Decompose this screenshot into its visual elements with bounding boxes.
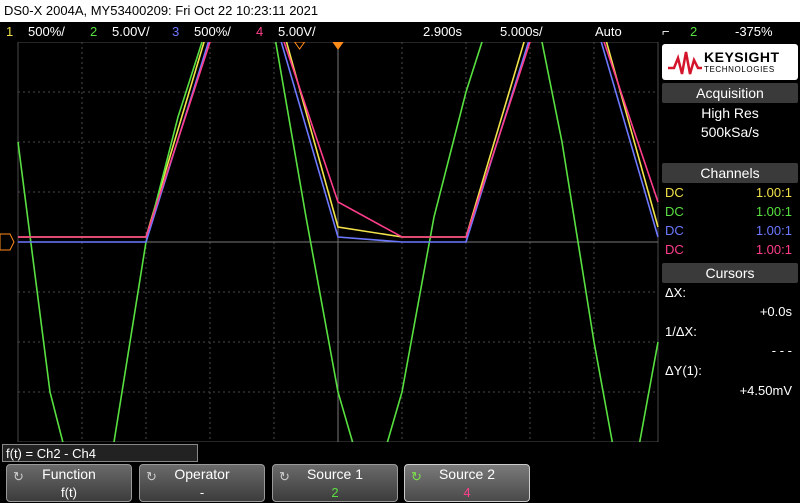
ch3-number[interactable]: 3 (172, 24, 180, 39)
channel-row-3[interactable]: DC 1.00:1 (662, 221, 798, 241)
ch4-scale[interactable]: 5.00V/ (278, 24, 316, 39)
ch3-coupling: DC (665, 223, 684, 238)
ch4-coupling: DC (665, 242, 684, 257)
rotate-icon: ↻ (279, 469, 290, 484)
acquisition-header[interactable]: Acquisition (662, 83, 798, 103)
acquisition-mode: High Res (701, 105, 759, 121)
function-label: f(t) = Ch2 - Ch4 (2, 444, 198, 462)
keysight-wave-icon (668, 51, 702, 75)
waveform-display[interactable] (0, 0, 660, 503)
softkey-bar: ↻ Function f(t) ↻ Operator - ↻ Source 1 … (0, 463, 800, 503)
markers (0, 41, 344, 251)
source1-softkey[interactable]: ↻ Source 1 2 (272, 464, 398, 502)
softkey-value: - (199, 485, 205, 500)
function-bar: f(t) = Ch2 - Ch4 (0, 443, 800, 463)
ch1-number[interactable]: 1 (6, 24, 14, 39)
ch3-probe: 1.00:1 (755, 223, 792, 238)
ch2-number[interactable]: 2 (90, 24, 98, 39)
trigger-position-marker (332, 41, 344, 50)
cursor-dy-label: ΔY(1): (665, 363, 702, 378)
source2-softkey[interactable]: ↻ Source 2 4 (404, 464, 530, 502)
ch1-scale[interactable]: 500%/ (28, 24, 65, 39)
ch3-scale[interactable]: 500%/ (194, 24, 231, 39)
cursor-inv-label: 1/ΔX: (665, 324, 697, 339)
ch1-coupling: DC (665, 185, 684, 200)
rotate-icon: ↻ (411, 469, 422, 484)
channel-row-1[interactable]: DC 1.00:1 (662, 183, 798, 203)
keysight-logo: KEYSIGHT TECHNOLOGIES (662, 44, 798, 80)
right-panel: KEYSIGHT TECHNOLOGIES Acquisition High R… (660, 42, 800, 442)
status-bar: 1 500%/ 2 5.00V/ 3 500%/ 4 5.00V/ 2.900s… (0, 22, 800, 42)
trace-ch2 (17, 0, 659, 503)
softkey-value: 2 (331, 485, 339, 500)
cursor-dx-value: +0.0s (759, 304, 792, 319)
softkey-label: Operator (174, 466, 230, 482)
delay-marker (293, 41, 306, 50)
cursor-dx-label: ΔX: (665, 285, 686, 300)
softkey-label: Source 1 (306, 466, 364, 482)
cursor-dy-value: +4.50mV (739, 383, 792, 398)
ch2-coupling: DC (665, 204, 684, 219)
function-softkey[interactable]: ↻ Function f(t) (6, 464, 132, 502)
brand-name: KEYSIGHT (704, 49, 780, 65)
ch4-probe: 1.00:1 (755, 242, 792, 257)
operator-softkey[interactable]: ↻ Operator - (139, 464, 265, 502)
timebase-scale[interactable]: 5.000s/ (500, 24, 543, 39)
brand-sub: TECHNOLOGIES (704, 65, 775, 74)
trigger-source[interactable]: 2 (690, 24, 698, 39)
waveform-plot[interactable] (0, 0, 660, 503)
softkey-value: f(t) (61, 485, 77, 500)
trigger-level-marker (0, 233, 15, 251)
trigger-level[interactable]: -375% (735, 24, 773, 39)
rotate-icon: ↻ (146, 469, 157, 484)
cursors-header[interactable]: Cursors (662, 263, 798, 283)
sample-rate: 500kSa/s (700, 124, 760, 140)
softkey-label: Source 2 (438, 466, 496, 482)
ch4-number[interactable]: 4 (256, 24, 264, 39)
softkey-value: 4 (463, 485, 471, 500)
window-title: DS0-X 2004A, MY53400209: Fri Oct 22 10:2… (0, 0, 800, 22)
cursor-inv-value: - - - (771, 343, 792, 358)
trigger-mode[interactable]: Auto (595, 24, 622, 39)
channel-row-2[interactable]: DC 1.00:1 (662, 202, 798, 222)
softkey-label: Function (42, 466, 96, 482)
ch2-probe: 1.00:1 (755, 204, 792, 219)
ch2-scale[interactable]: 5.00V/ (112, 24, 150, 39)
rotate-icon: ↻ (13, 469, 24, 484)
channels-header[interactable]: Channels (662, 163, 798, 183)
horizontal-delay[interactable]: 2.900s (423, 24, 463, 39)
ch1-probe: 1.00:1 (755, 185, 792, 200)
channel-row-4[interactable]: DC 1.00:1 (662, 240, 798, 260)
trigger-edge-icon: ⌐ (662, 24, 670, 39)
